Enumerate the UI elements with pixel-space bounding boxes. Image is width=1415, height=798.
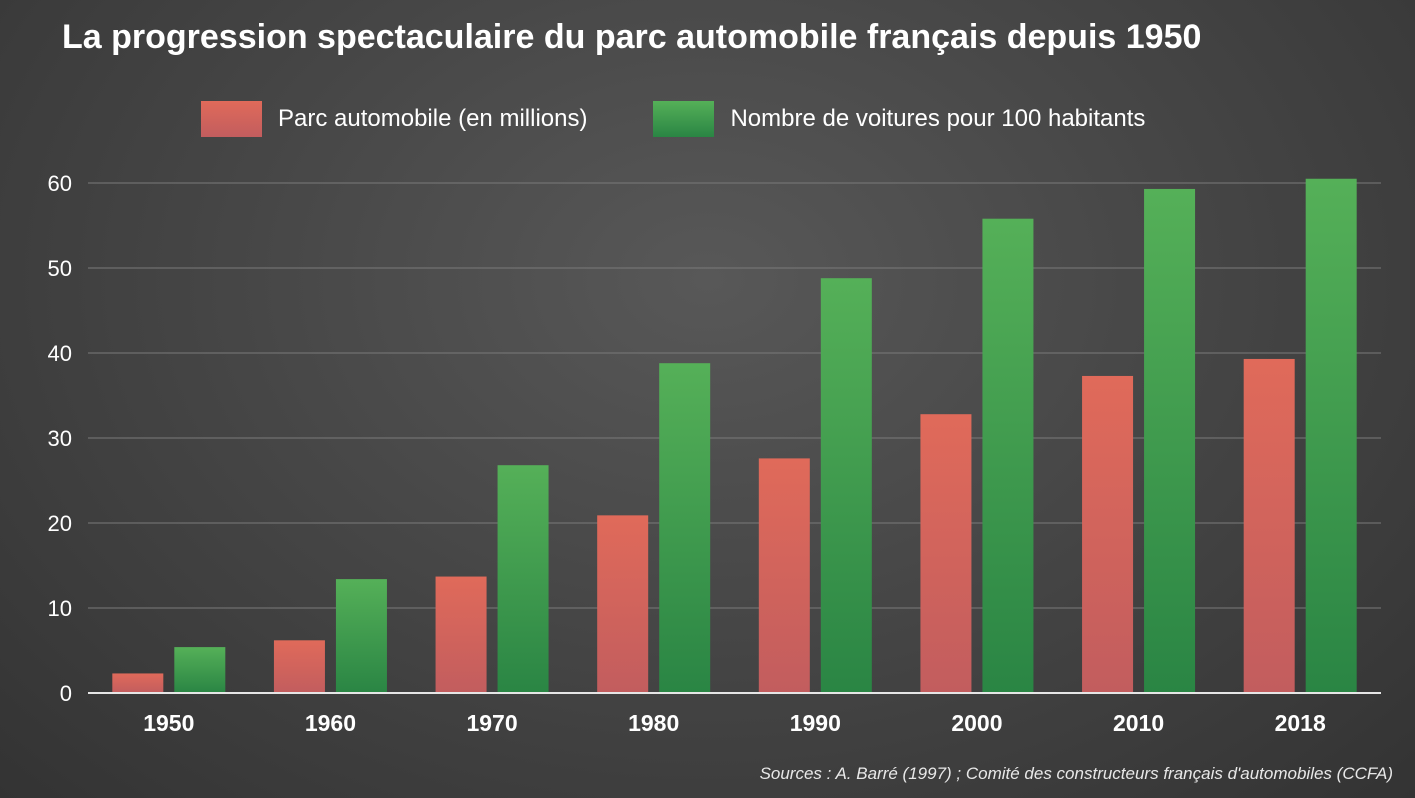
legend-label-parc: Parc automobile (en millions) xyxy=(278,105,588,132)
x-tick-label: 1990 xyxy=(790,710,841,736)
y-tick-label: 60 xyxy=(48,171,72,196)
x-tick-label: 2010 xyxy=(1113,710,1164,736)
bar-voitures-1960 xyxy=(335,579,387,693)
x-tick-label: 1970 xyxy=(466,710,517,736)
bar-parc-1950 xyxy=(112,673,164,693)
source-note: Sources : A. Barré (1997) ; Comité des c… xyxy=(759,764,1393,783)
chart-title: La progression spectaculaire du parc aut… xyxy=(62,18,1202,56)
bar-parc-2010 xyxy=(1082,375,1134,693)
y-tick-label: 30 xyxy=(48,426,72,451)
legend: Parc automobile (en millions) Nombre de … xyxy=(201,101,1211,137)
legend-item-voitures: Nombre de voitures pour 100 habitants xyxy=(653,101,1145,137)
bar-voitures-2018 xyxy=(1305,178,1357,693)
x-tick-label: 1980 xyxy=(628,710,679,736)
bar-voitures-1990 xyxy=(820,278,872,693)
bar-voitures-1950 xyxy=(174,647,226,693)
bar-parc-1980 xyxy=(597,515,649,693)
y-tick-label: 20 xyxy=(48,511,72,536)
bar-voitures-2010 xyxy=(1144,188,1196,693)
y-tick-label: 0 xyxy=(60,681,72,706)
legend-swatch-voitures xyxy=(653,101,715,137)
bar-parc-1960 xyxy=(273,640,325,693)
y-tick-label: 50 xyxy=(48,256,72,281)
y-tick-label: 40 xyxy=(48,341,72,366)
legend-label-voitures: Nombre de voitures pour 100 habitants xyxy=(730,105,1146,132)
bar-voitures-1970 xyxy=(497,465,549,693)
bar-voitures-1980 xyxy=(659,363,711,693)
y-tick-label: 10 xyxy=(48,596,72,621)
bar-voitures-2000 xyxy=(982,218,1034,693)
bar-parc-1970 xyxy=(435,576,487,693)
legend-item-parc: Parc automobile (en millions) xyxy=(201,101,587,137)
legend-swatch-parc xyxy=(201,101,262,137)
x-tick-label: 2000 xyxy=(951,710,1002,736)
bar-parc-2018 xyxy=(1243,358,1295,693)
bar-parc-1990 xyxy=(758,458,810,693)
bar-parc-2000 xyxy=(920,414,972,693)
x-tick-label: 1950 xyxy=(143,710,194,736)
x-tick-label: 2018 xyxy=(1275,710,1326,736)
x-tick-label: 1960 xyxy=(305,710,356,736)
